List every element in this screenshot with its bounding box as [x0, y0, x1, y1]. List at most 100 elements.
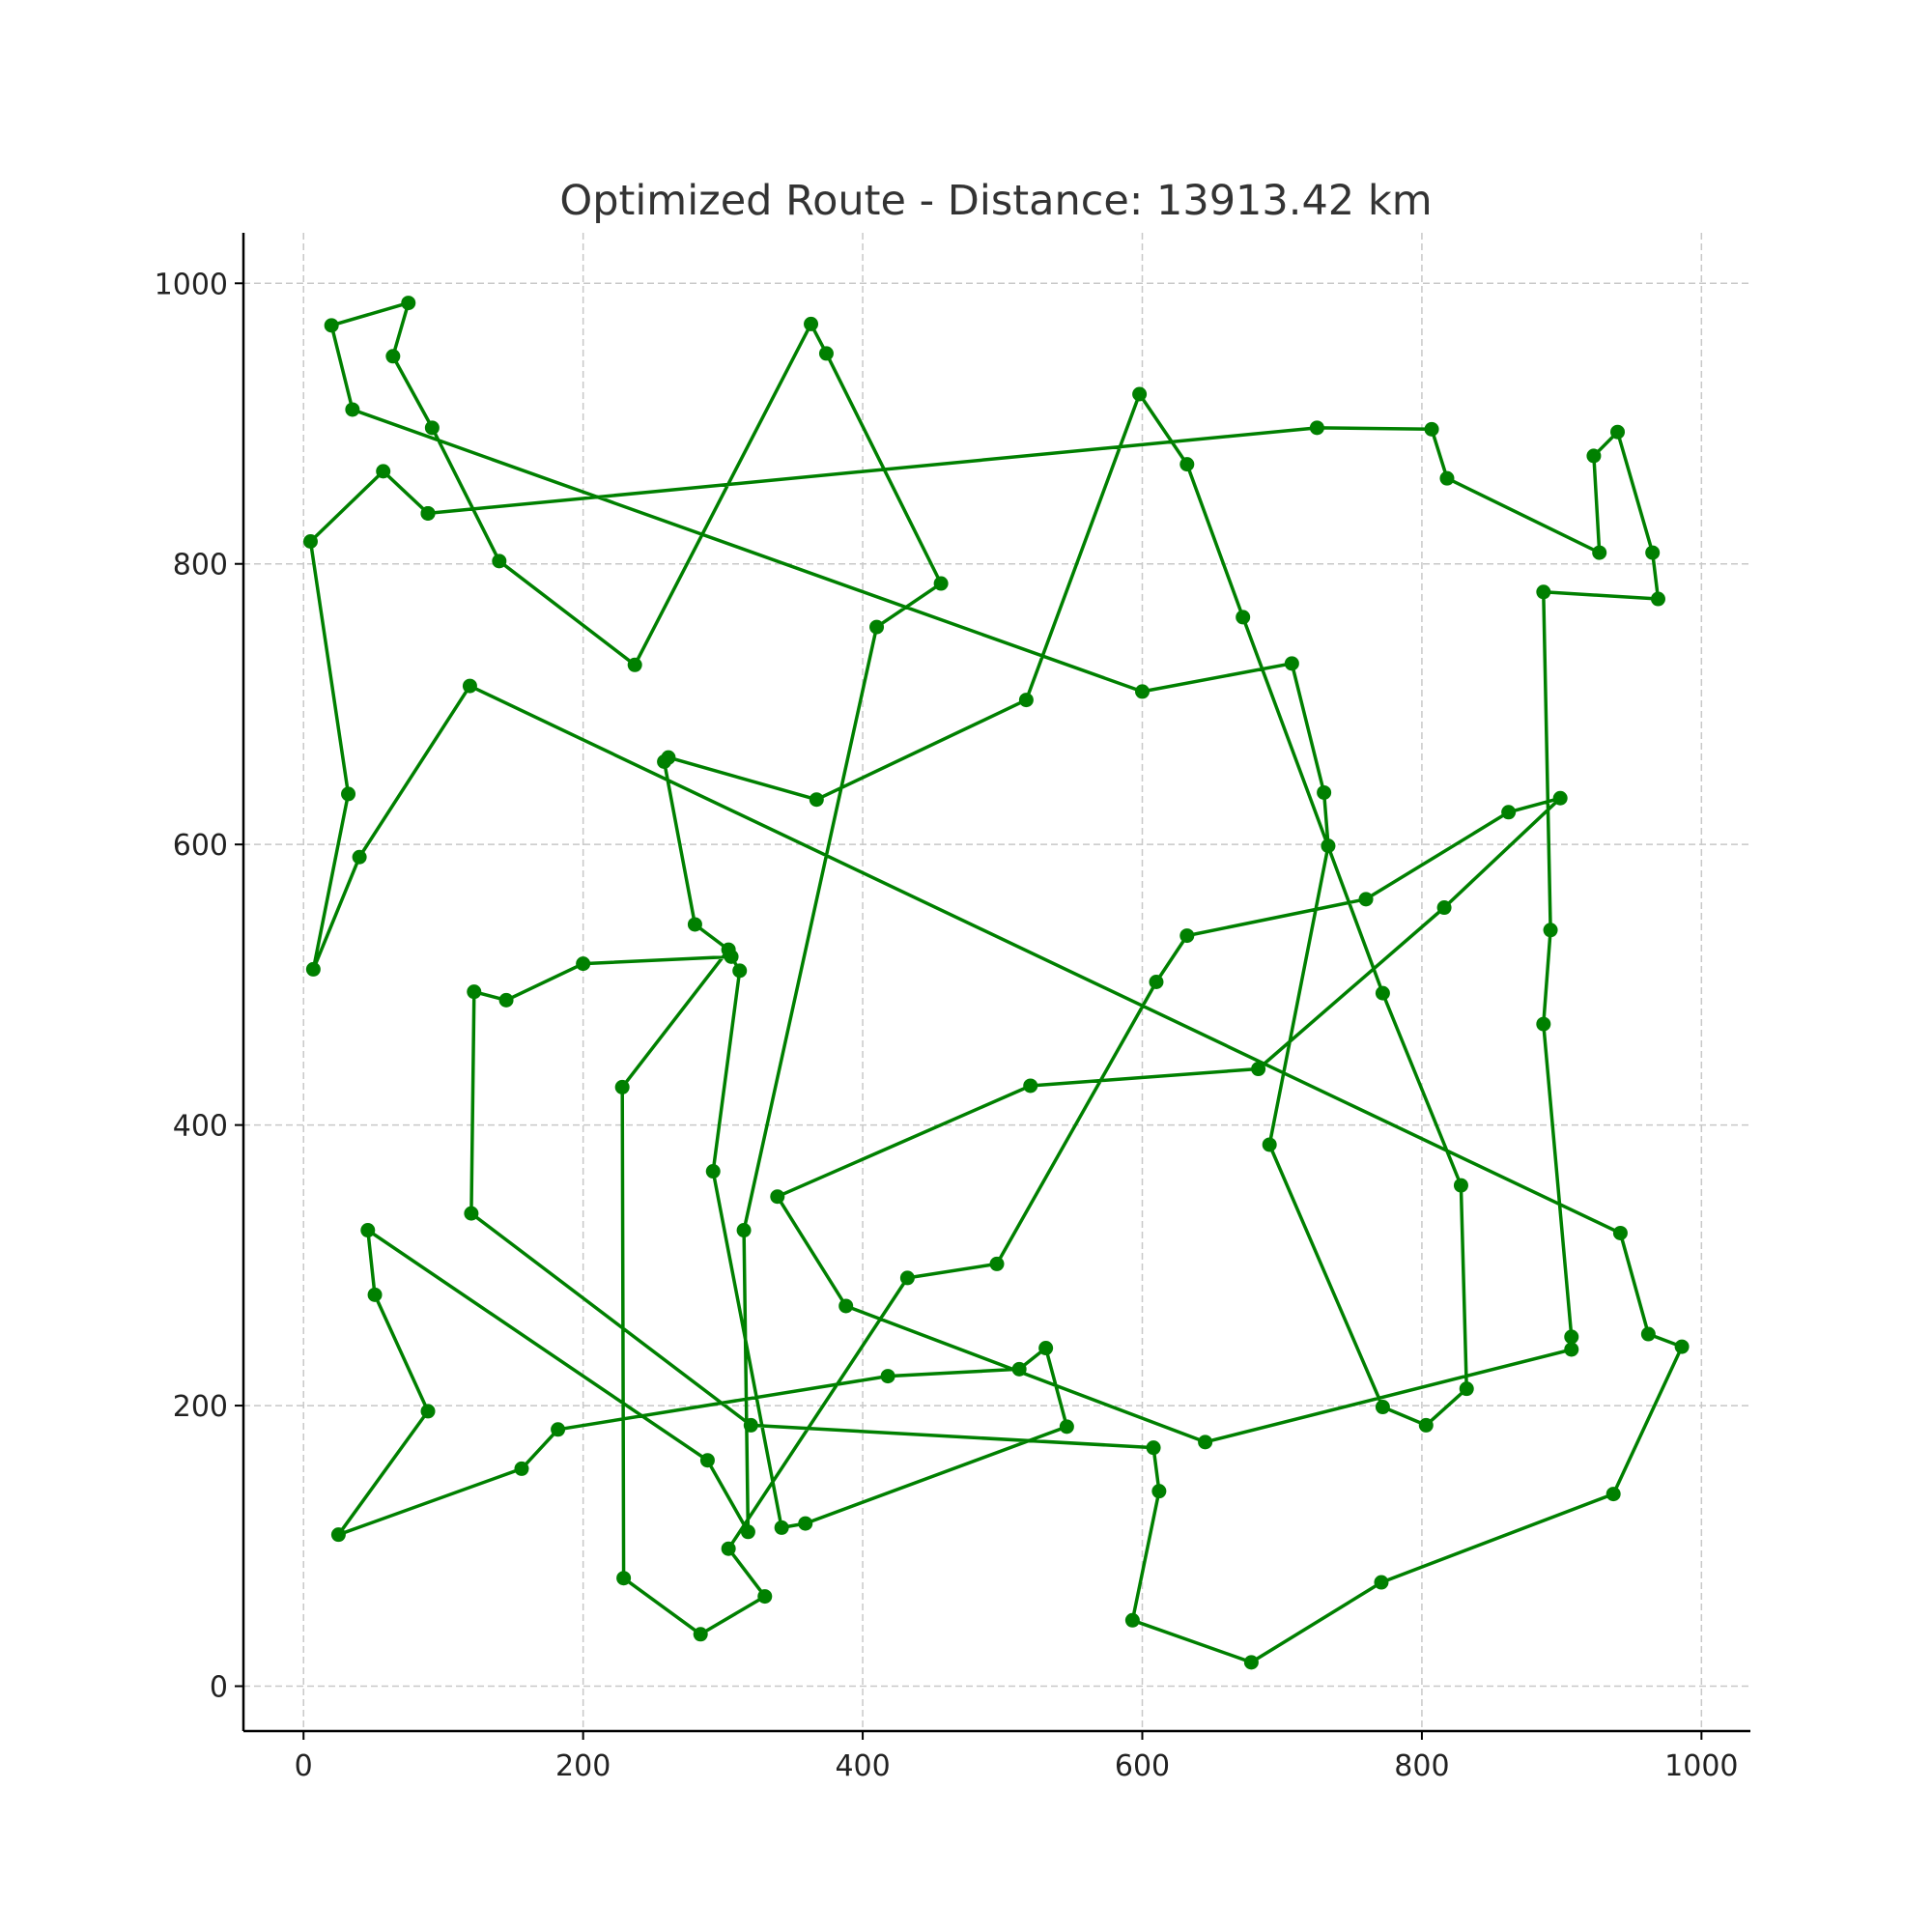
route-point [376, 464, 391, 479]
route-point [1552, 790, 1568, 806]
x-tick-label: 1000 [1664, 1749, 1738, 1783]
route-point [420, 505, 436, 521]
route-point [1543, 923, 1558, 938]
route-point [899, 1270, 915, 1286]
route-point [467, 984, 482, 1000]
route-point [1149, 975, 1164, 989]
route-point [1243, 1655, 1259, 1670]
route-point [1011, 1361, 1027, 1377]
route-point [576, 956, 591, 972]
route-point [1564, 1342, 1579, 1357]
route-point [770, 1189, 785, 1205]
route-point [1374, 1575, 1389, 1590]
route-point [352, 849, 367, 865]
route-point [1640, 1326, 1656, 1342]
route-point [1536, 584, 1551, 600]
route-point [1198, 1435, 1213, 1450]
route-point [1321, 838, 1336, 854]
route-point [809, 792, 824, 808]
route-point [1650, 591, 1665, 607]
route-point [869, 619, 885, 635]
route-point [721, 1541, 736, 1556]
route-line [308, 300, 1684, 1664]
route-point [757, 1589, 773, 1605]
x-tick-label: 0 [295, 1749, 313, 1783]
route-point [324, 318, 339, 333]
route-point [736, 1223, 752, 1238]
route-point [1236, 610, 1251, 625]
route-point [614, 1079, 630, 1094]
route-point [367, 1287, 383, 1302]
route-point [514, 1461, 529, 1476]
route-point [1262, 1137, 1277, 1152]
y-tick-label: 200 [173, 1390, 228, 1424]
route-point [345, 402, 360, 417]
route-point [1151, 1484, 1167, 1499]
route-point [464, 1206, 479, 1221]
route-point [693, 1627, 708, 1642]
route-point [1436, 900, 1452, 916]
y-tick-label: 400 [173, 1110, 228, 1144]
x-tick-label: 800 [1394, 1749, 1449, 1783]
route-point [1179, 928, 1195, 944]
route-layer [308, 300, 1684, 1664]
route-point [774, 1520, 789, 1535]
route-point [1645, 545, 1661, 560]
route-point [732, 963, 748, 979]
marker-layer [302, 296, 1690, 1670]
route-point [989, 1256, 1005, 1271]
route-point [385, 349, 401, 364]
route-point [1610, 424, 1626, 440]
route-point [1375, 1400, 1390, 1415]
route-point [657, 753, 672, 769]
route-point [1536, 1016, 1551, 1032]
route-point [743, 1417, 758, 1433]
route-point [1146, 1440, 1161, 1456]
route-point [1605, 1487, 1621, 1502]
route-point [1453, 1178, 1468, 1193]
route-point [721, 942, 736, 957]
route-point [804, 316, 819, 331]
route-point [1459, 1381, 1474, 1397]
route-point [1674, 1339, 1690, 1354]
route-point [401, 296, 416, 311]
route-point [1059, 1419, 1074, 1435]
route-point [492, 554, 507, 569]
route-point [933, 576, 949, 591]
route-point [1358, 892, 1374, 907]
route-point [551, 1422, 566, 1437]
route-point [687, 917, 702, 932]
route-point [1251, 1062, 1266, 1077]
x-tick-label: 600 [1115, 1749, 1170, 1783]
route-point [616, 1571, 632, 1586]
route-point [1564, 1329, 1579, 1345]
route-point [341, 786, 356, 802]
route-point [1317, 784, 1332, 800]
route-point [818, 346, 834, 361]
y-tick-label: 0 [210, 1671, 228, 1705]
route-point [1018, 693, 1034, 708]
route-point [330, 1527, 346, 1543]
route-point [1375, 985, 1390, 1001]
x-tick-label: 200 [555, 1749, 611, 1783]
route-point [627, 657, 642, 672]
route-point [302, 533, 318, 549]
route-point [880, 1369, 895, 1384]
y-tick-label: 1000 [155, 268, 228, 301]
x-tick-label: 400 [835, 1749, 890, 1783]
route-point [740, 1524, 755, 1540]
route-point [1439, 470, 1455, 486]
route-point [1132, 386, 1148, 402]
route-point [1424, 421, 1439, 437]
route-point [1038, 1341, 1054, 1356]
route-point [360, 1223, 376, 1238]
route-point [1501, 805, 1517, 820]
route-point [1284, 656, 1299, 671]
route-point [1023, 1078, 1038, 1094]
axes-layer: 0 200 400 600 800 1000 0 200 400 600 800 1000 [155, 233, 1750, 1783]
route-point [798, 1516, 813, 1531]
route-point [424, 420, 440, 436]
route-point [1309, 420, 1324, 436]
route-point [705, 1164, 721, 1179]
